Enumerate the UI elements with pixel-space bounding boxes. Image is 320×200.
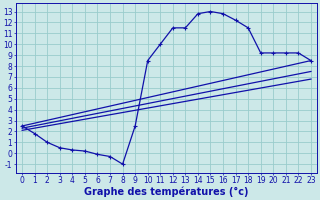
X-axis label: Graphe des températures (°c): Graphe des températures (°c) [84,187,249,197]
